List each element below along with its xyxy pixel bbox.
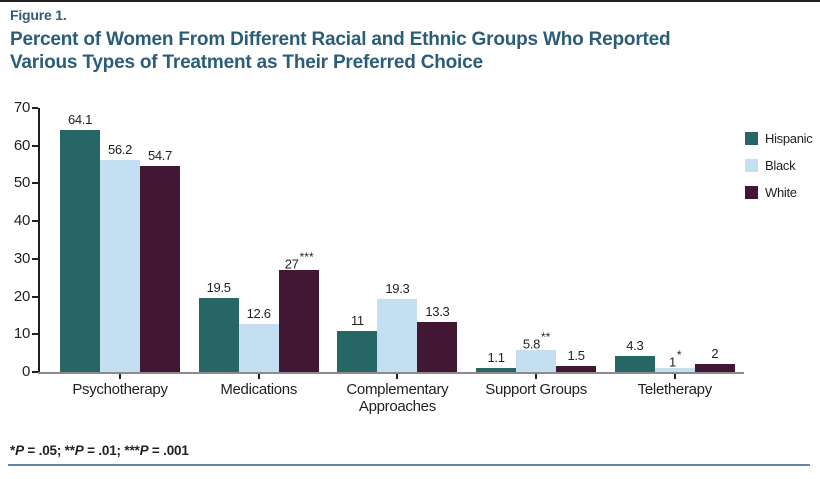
x-axis-tick xyxy=(673,374,676,379)
legend-swatch-icon xyxy=(745,132,758,146)
bar-black-medications xyxy=(238,324,279,372)
bottom-rule xyxy=(8,464,810,466)
y-axis-tick xyxy=(32,333,38,336)
y-axis-tick-label: 60 xyxy=(13,136,30,154)
top-rule xyxy=(0,0,820,2)
figure-title: Percent of Women From Different Racial a… xyxy=(10,28,671,74)
x-axis-category-label: Psychotherapy xyxy=(72,381,168,398)
y-axis-tick-label: 30 xyxy=(13,249,30,267)
bar-hispanic-support-groups xyxy=(476,368,517,372)
x-axis-tick xyxy=(257,374,260,379)
x-axis-tick xyxy=(119,374,121,379)
y-axis-tick xyxy=(32,144,38,147)
y-axis-tick-label: 50 xyxy=(13,174,30,192)
bar-black-psychotherapy xyxy=(100,160,140,372)
bar-hispanic-psychotherapy xyxy=(60,130,100,372)
bar-value-label: 12.6 xyxy=(246,306,271,321)
significance-asterisks: * xyxy=(676,348,682,362)
bar-value-label: 2 xyxy=(711,346,719,361)
bar-white-support-groups xyxy=(556,366,597,372)
y-axis-tick-label: 0 xyxy=(21,363,30,380)
bar-value-label: 1.1 xyxy=(487,350,505,365)
y-axis-tick xyxy=(32,371,38,373)
bar-value-label: 64.1 xyxy=(67,112,93,127)
bar-white-psychotherapy xyxy=(140,166,180,372)
bar-white-complementary-approaches xyxy=(417,322,458,372)
legend-swatch-icon xyxy=(745,186,758,200)
y-axis-tick xyxy=(32,295,38,298)
bar-value-label: 1.5 xyxy=(567,348,585,363)
figure-title-line2: Various Types of Treatment as Their Pref… xyxy=(10,52,483,73)
x-axis-category-label: Teletherapy xyxy=(637,381,713,398)
legend-swatch-icon xyxy=(745,159,758,173)
bar-value-label: 13.3 xyxy=(425,304,450,319)
figure-label: Figure 1. xyxy=(10,7,67,23)
legend-item-black: Black xyxy=(745,157,796,174)
bar-hispanic-teletherapy xyxy=(614,356,655,372)
bar-value-label: 19.3 xyxy=(385,281,410,296)
y-axis-line xyxy=(38,108,40,374)
bar-hispanic-complementary-approaches xyxy=(337,331,378,372)
significance-asterisks: *** xyxy=(299,250,314,264)
y-axis-tick-label: 10 xyxy=(13,325,30,343)
bar-hispanic-medications xyxy=(198,298,239,372)
y-axis-tick xyxy=(32,182,38,185)
significance-asterisks: ** xyxy=(541,330,551,344)
bar-black-teletherapy xyxy=(654,368,695,372)
bar-black-complementary-approaches xyxy=(377,299,418,372)
bar-white-teletherapy xyxy=(694,364,735,372)
x-axis-tick xyxy=(535,374,538,379)
x-axis-tick xyxy=(396,374,399,379)
y-axis-tick-label: 20 xyxy=(13,287,30,305)
legend-item-white: White xyxy=(745,184,797,201)
legend-label: Hispanic xyxy=(765,131,813,147)
y-axis-tick xyxy=(32,220,38,223)
footnote: *P = .05; **P = .01; ***P = .001 xyxy=(10,443,189,458)
bar-value-label: 56.2 xyxy=(107,142,133,157)
x-axis-category-label: Medications xyxy=(220,381,298,398)
y-axis-tick xyxy=(32,107,38,109)
x-axis-line xyxy=(38,372,744,374)
bar-value-label: 4.3 xyxy=(626,338,644,353)
bar-value-label: 27*** xyxy=(284,250,314,272)
figure-title-line1: Percent of Women From Different Racial a… xyxy=(10,29,671,50)
bar-black-support-groups xyxy=(516,350,557,372)
legend-label: White xyxy=(765,185,797,201)
bar-white-medications xyxy=(278,270,319,372)
legend-label: Black xyxy=(765,158,796,174)
bar-value-label: 11 xyxy=(350,313,364,328)
bar-value-label: 54.7 xyxy=(147,148,173,163)
bar-value-label: 19.5 xyxy=(206,280,231,295)
legend-item-hispanic: Hispanic xyxy=(745,130,813,147)
y-axis-tick xyxy=(32,257,38,260)
bar-value-label: 5.8** xyxy=(522,330,551,352)
x-axis-category-label: Complementary Approaches xyxy=(346,381,449,415)
x-axis-category-label: Support Groups xyxy=(485,381,587,398)
y-axis-tick-label: 40 xyxy=(13,212,30,230)
bar-value-label: 1* xyxy=(668,348,682,370)
y-axis-tick-label: 70 xyxy=(13,99,30,116)
